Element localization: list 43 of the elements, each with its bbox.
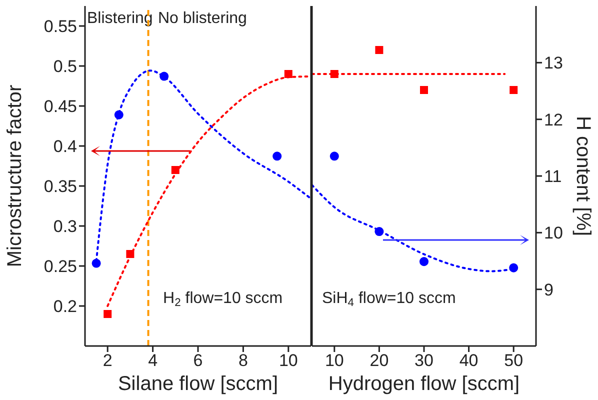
point bbox=[330, 152, 339, 161]
point bbox=[160, 72, 169, 81]
y-tick-label: 0.45 bbox=[44, 97, 77, 116]
x-tick-label: 30 bbox=[414, 351, 434, 370]
y-tick-label: 0.35 bbox=[44, 177, 77, 196]
annotation: No blistering bbox=[158, 10, 247, 27]
y-tick-label: 0.4 bbox=[53, 137, 77, 156]
x-tick-label: 2 bbox=[102, 351, 112, 370]
y2-tick-label: 11 bbox=[544, 167, 562, 186]
point bbox=[114, 110, 124, 120]
annotation: SiH$_{4}$ flow=10 sccm bbox=[322, 290, 456, 310]
x-tick-label: 40 bbox=[459, 351, 478, 370]
x-tick-label: 10 bbox=[278, 351, 298, 370]
y-tick-label: 0.2 bbox=[53, 297, 77, 316]
point bbox=[104, 310, 112, 318]
y-tick-label: 0.55 bbox=[44, 17, 77, 36]
y2-tick-label: 9 bbox=[544, 280, 554, 300]
point bbox=[92, 258, 101, 268]
y2-tick-label: 10 bbox=[544, 224, 563, 243]
annotation: H$_{2}$ flow=10 sccm bbox=[163, 290, 283, 310]
point bbox=[272, 152, 282, 161]
y-axis-title: Microstructure factor bbox=[4, 84, 26, 268]
x-axis-title: Hydrogen flow [sccm] bbox=[328, 373, 520, 395]
y2-tick-label: 12 bbox=[544, 110, 563, 130]
point bbox=[171, 166, 180, 174]
y2-tick-label: 13 bbox=[544, 54, 563, 73]
x-tick-label: 10 bbox=[324, 351, 344, 370]
point bbox=[126, 250, 134, 258]
x-tick-label: 4 bbox=[148, 351, 158, 370]
annotation: Blistering bbox=[87, 10, 153, 27]
point bbox=[284, 70, 292, 78]
point bbox=[419, 257, 429, 266]
x-axis-title: Silane flow [sccm] bbox=[118, 373, 278, 395]
x-tick-label: 50 bbox=[504, 351, 524, 370]
x-tick-label: 6 bbox=[193, 351, 203, 370]
y2-axis-title: H content [%] bbox=[572, 116, 594, 236]
point bbox=[509, 263, 518, 272]
y-tick-label: 0.25 bbox=[44, 257, 77, 276]
x-tick-label: 20 bbox=[370, 351, 389, 370]
y-tick-label: 0.3 bbox=[53, 217, 77, 236]
y-tick-label: 0.5 bbox=[53, 57, 77, 76]
x-tick-label: 8 bbox=[238, 351, 248, 370]
point bbox=[374, 227, 384, 236]
